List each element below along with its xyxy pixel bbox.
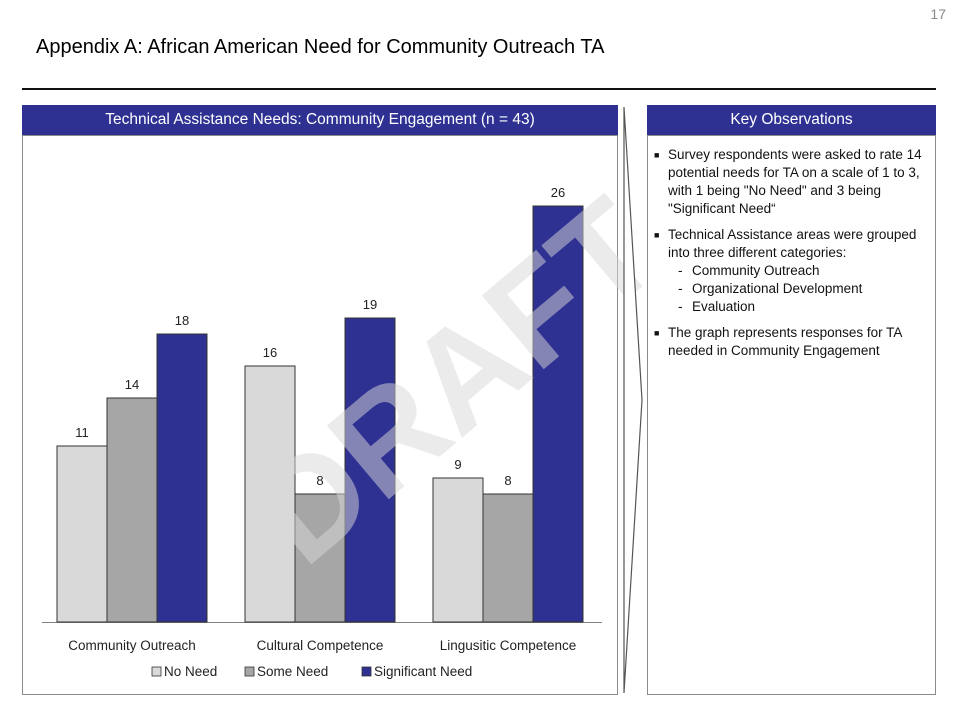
data-label: 8	[504, 473, 511, 488]
bar	[432, 477, 484, 623]
bar	[244, 365, 296, 623]
bar	[482, 493, 534, 623]
legend-swatch	[244, 666, 255, 677]
legend-label: Significant Need	[374, 664, 472, 679]
observation-text: The graph represents responses for TA ne…	[668, 325, 902, 358]
observation-subitem-text: Community Outreach	[692, 263, 820, 278]
page-number: 17	[930, 6, 946, 22]
observation-subitem: - Organizational Development	[668, 280, 930, 298]
title-divider	[22, 88, 936, 90]
legend-label: No Need	[164, 664, 217, 679]
observation-subitem: - Evaluation	[668, 298, 930, 316]
category-label: Cultural Competence	[257, 638, 384, 653]
bar	[294, 493, 346, 623]
data-label: 9	[454, 457, 461, 472]
observation-item: ■ Technical Assistance areas were groupe…	[654, 226, 930, 316]
observation-item: ■ Survey respondents were asked to rate …	[654, 146, 930, 218]
category-label: Community Outreach	[68, 638, 196, 653]
data-label: 26	[551, 185, 565, 200]
data-label: 19	[363, 297, 377, 312]
page-title: Appendix A: African American Need for Co…	[36, 36, 605, 58]
data-label: 8	[316, 473, 323, 488]
bar-chart: 11 14 18 Community Outreach 16 8 19 Cultural Co…	[42, 185, 602, 679]
observation-subitem: - Community Outreach	[668, 262, 930, 280]
observations-panel	[647, 135, 936, 695]
legend-swatch	[151, 666, 162, 677]
data-label: 14	[125, 377, 139, 392]
dash-bullet-icon: -	[678, 263, 683, 278]
legend-label: Some Need	[257, 664, 328, 679]
chart-panel-header: Technical Assistance Needs: Community En…	[22, 105, 618, 135]
observation-text: Technical Assistance areas were grouped …	[668, 227, 917, 260]
observation-subitem-text: Evaluation	[692, 299, 756, 314]
bar	[532, 205, 584, 623]
arrow-chevron-icon	[623, 106, 643, 694]
data-label: 16	[263, 345, 277, 360]
bar	[156, 333, 208, 623]
observations-list: ■ Survey respondents were asked to rate …	[654, 146, 930, 368]
bar	[344, 317, 396, 623]
dash-bullet-icon: -	[678, 299, 683, 314]
observations-panel-header: Key Observations	[647, 105, 936, 135]
bar	[106, 397, 158, 623]
data-label: 11	[75, 425, 89, 440]
data-label: 18	[175, 313, 189, 328]
observation-text: Survey respondents were asked to rate 14…	[668, 147, 922, 216]
observation-item: ■ The graph represents responses for TA …	[654, 324, 930, 360]
dash-bullet-icon: -	[678, 281, 683, 296]
square-bullet-icon: ■	[654, 328, 660, 338]
square-bullet-icon: ■	[654, 150, 660, 160]
bar	[56, 445, 108, 623]
legend-swatch	[361, 666, 372, 677]
observation-subitem-text: Organizational Development	[692, 281, 863, 296]
category-label: Lingusitic Competence	[440, 638, 577, 653]
square-bullet-icon: ■	[654, 230, 660, 240]
chart-panel	[22, 135, 618, 695]
